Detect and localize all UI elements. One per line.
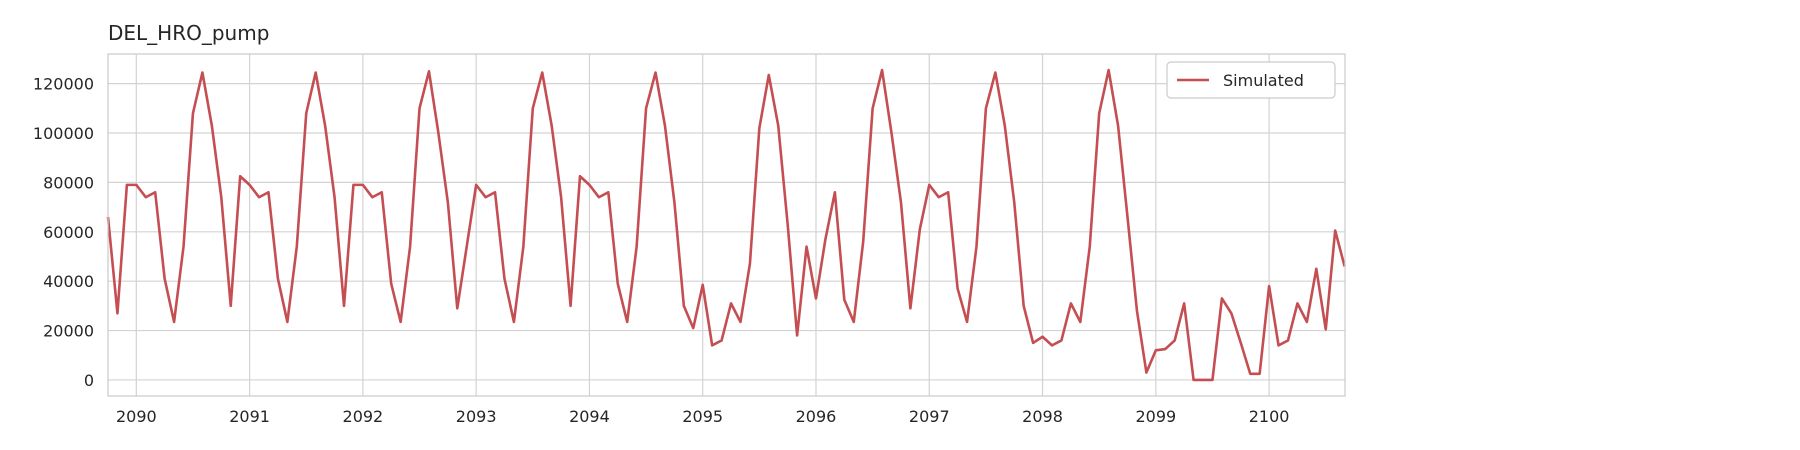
x-tick-label: 2097 [909,407,950,426]
y-axis-ticks: 0 20000 40000 60000 80000 100000 120000 [33,75,94,390]
x-tick-label: 2091 [229,407,270,426]
y-tick-label: 40000 [43,272,94,291]
x-tick-label: 2092 [343,407,384,426]
y-tick-label: 80000 [43,173,94,192]
x-tick-label: 2094 [569,407,610,426]
gridlines [108,54,1345,396]
legend[interactable]: Simulated [1166,61,1336,99]
y-tick-label: 20000 [43,322,94,341]
y-tick-label: 0 [84,371,94,390]
series-line-simulated [106,68,1346,382]
chart-title: DEL_HRO_pump [108,21,269,45]
series-layer [106,68,1346,382]
legend-entry-label: Simulated [1223,71,1304,90]
x-tick-label: 2095 [682,407,723,426]
x-tick-label: 2098 [1022,407,1063,426]
x-tick-label: 2100 [1249,407,1290,426]
x-tick-label: 2090 [116,407,157,426]
y-tick-label: 60000 [43,223,94,242]
x-tick-label: 2096 [796,407,837,426]
y-tick-label: 120000 [33,75,94,94]
legend-box [1166,61,1336,99]
x-tick-label: 2093 [456,407,497,426]
x-axis-ticks: 2090 2091 2092 2093 2094 2095 2096 2097 2098 2099… [116,407,1290,426]
plot-area-frame [107,53,1346,397]
x-tick-label: 2099 [1135,407,1176,426]
y-tick-label: 100000 [33,124,94,143]
